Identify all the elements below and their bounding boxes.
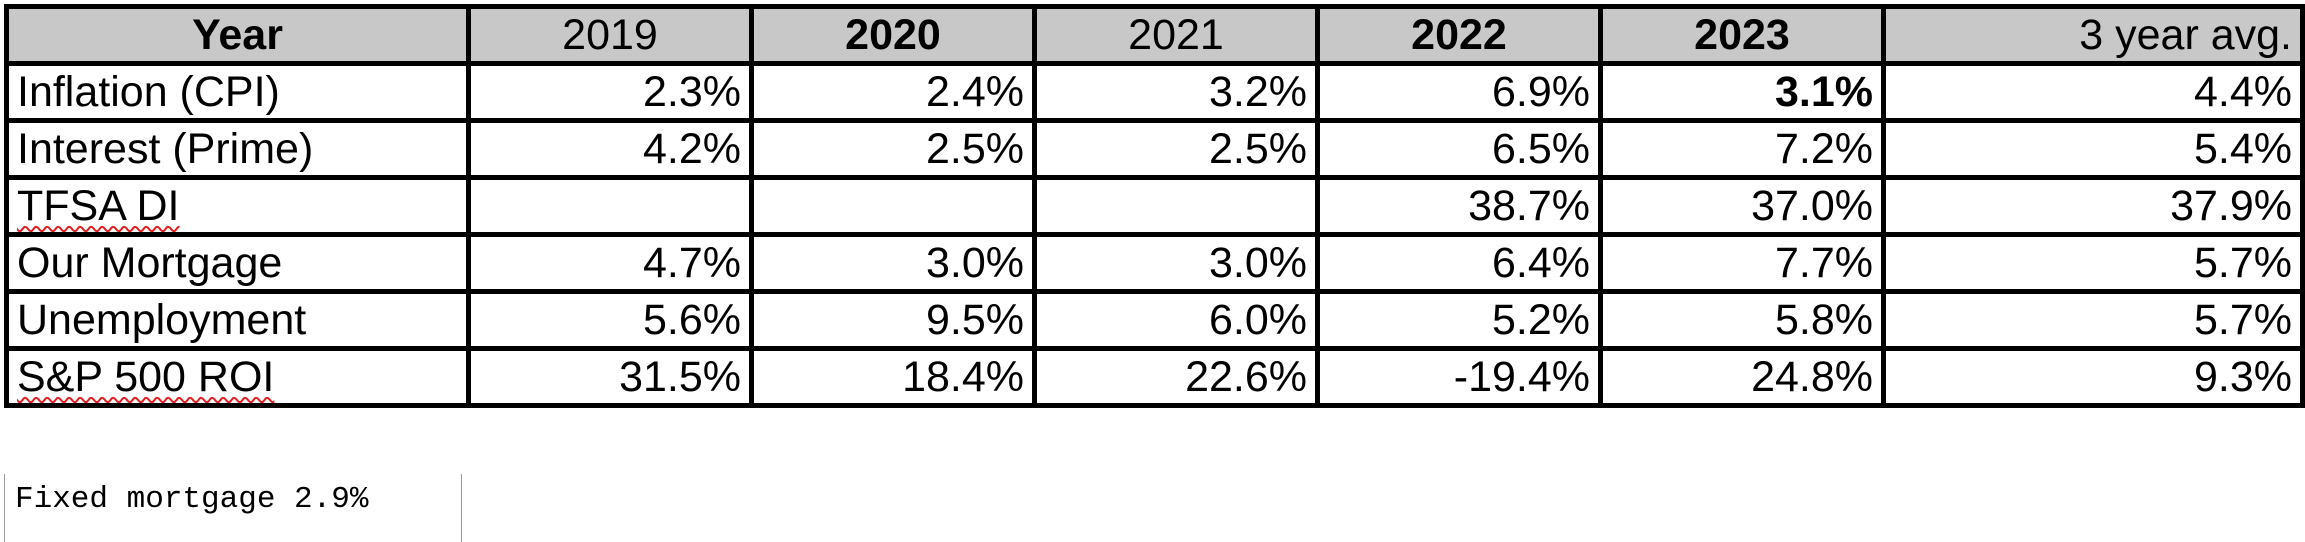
value-cell[interactable]: 3.0%: [749, 232, 1037, 294]
avg-cell[interactable]: 4.4%: [1881, 61, 2305, 123]
note-cell[interactable]: Fixed mortgage 2.9%: [4, 474, 462, 542]
header-cell-year[interactable]: Year: [4, 4, 471, 66]
header-cell-2019[interactable]: 2019: [466, 4, 754, 66]
value-cell[interactable]: 7.7%: [1598, 232, 1886, 294]
value-cell[interactable]: 3.1%: [1598, 61, 1886, 123]
value-cell[interactable]: 6.5%: [1315, 118, 1603, 180]
data-grid: Year 2019 2020 2021 2022 2023 3 year avg…: [4, 4, 2305, 408]
header-cell-2021[interactable]: 2021: [1032, 4, 1320, 66]
value-cell[interactable]: 5.6%: [466, 289, 754, 351]
header-cell-2022[interactable]: 2022: [1315, 4, 1603, 66]
table-row: S&P 500 ROI 31.5% 18.4% 22.6% -19.4% 24.…: [4, 346, 2305, 408]
header-row: Year 2019 2020 2021 2022 2023 3 year avg…: [4, 4, 2305, 66]
header-cell-3-year-avg[interactable]: 3 year avg.: [1881, 4, 2305, 66]
value-cell[interactable]: 5.2%: [1315, 289, 1603, 351]
row-label-cell[interactable]: Our Mortgage: [4, 232, 471, 294]
header-cell-2023[interactable]: 2023: [1598, 4, 1886, 66]
value-cell[interactable]: 38.7%: [1315, 175, 1603, 237]
row-label-cell[interactable]: S&P 500 ROI: [4, 346, 471, 408]
table-row: Unemployment 5.6% 9.5% 6.0% 5.2% 5.8% 5.…: [4, 289, 2305, 351]
table-row: TFSA DI 38.7% 37.0% 37.9%: [4, 175, 2305, 237]
value-cell[interactable]: 4.7%: [466, 232, 754, 294]
value-cell[interactable]: 2.5%: [749, 118, 1037, 180]
value-cell[interactable]: 3.0%: [1032, 232, 1320, 294]
spellcheck-word: S&P 500 ROI: [17, 352, 275, 401]
value-cell[interactable]: 6.4%: [1315, 232, 1603, 294]
value-cell[interactable]: 3.2%: [1032, 61, 1320, 123]
value-cell[interactable]: 2.3%: [466, 61, 754, 123]
rates-table: Year 2019 2020 2021 2022 2023 3 year avg…: [4, 4, 2305, 408]
value-cell[interactable]: 4.2%: [466, 118, 754, 180]
avg-cell[interactable]: 5.4%: [1881, 118, 2305, 180]
value-cell[interactable]: 7.2%: [1598, 118, 1886, 180]
value-cell[interactable]: 24.8%: [1598, 346, 1886, 408]
value-cell[interactable]: 18.4%: [749, 346, 1037, 408]
row-label-cell[interactable]: Unemployment: [4, 289, 471, 351]
table-row: Our Mortgage 4.7% 3.0% 3.0% 6.4% 7.7% 5.…: [4, 232, 2305, 294]
value-cell[interactable]: 5.8%: [1598, 289, 1886, 351]
value-cell[interactable]: [466, 175, 754, 237]
value-cell[interactable]: 6.9%: [1315, 61, 1603, 123]
value-cell[interactable]: 2.4%: [749, 61, 1037, 123]
value-cell[interactable]: 31.5%: [466, 346, 754, 408]
value-cell[interactable]: 9.5%: [749, 289, 1037, 351]
header-cell-2020[interactable]: 2020: [749, 4, 1037, 66]
row-label-cell[interactable]: TFSA DI: [4, 175, 471, 237]
value-cell[interactable]: 2.5%: [1032, 118, 1320, 180]
table-row: Interest (Prime) 4.2% 2.5% 2.5% 6.5% 7.2…: [4, 118, 2305, 180]
value-cell[interactable]: 22.6%: [1032, 346, 1320, 408]
value-cell[interactable]: 37.0%: [1598, 175, 1886, 237]
table-row: Inflation (CPI) 2.3% 2.4% 3.2% 6.9% 3.1%…: [4, 61, 2305, 123]
value-cell[interactable]: [749, 175, 1037, 237]
spellcheck-word: TFSA DI: [17, 181, 180, 230]
avg-cell[interactable]: 5.7%: [1881, 289, 2305, 351]
row-label-cell[interactable]: Interest (Prime): [4, 118, 471, 180]
avg-cell[interactable]: 5.7%: [1881, 232, 2305, 294]
avg-cell[interactable]: 9.3%: [1881, 346, 2305, 408]
value-cell[interactable]: 6.0%: [1032, 289, 1320, 351]
value-cell[interactable]: -19.4%: [1315, 346, 1603, 408]
avg-cell[interactable]: 37.9%: [1881, 175, 2305, 237]
value-cell[interactable]: [1032, 175, 1320, 237]
row-label-cell[interactable]: Inflation (CPI): [4, 61, 471, 123]
